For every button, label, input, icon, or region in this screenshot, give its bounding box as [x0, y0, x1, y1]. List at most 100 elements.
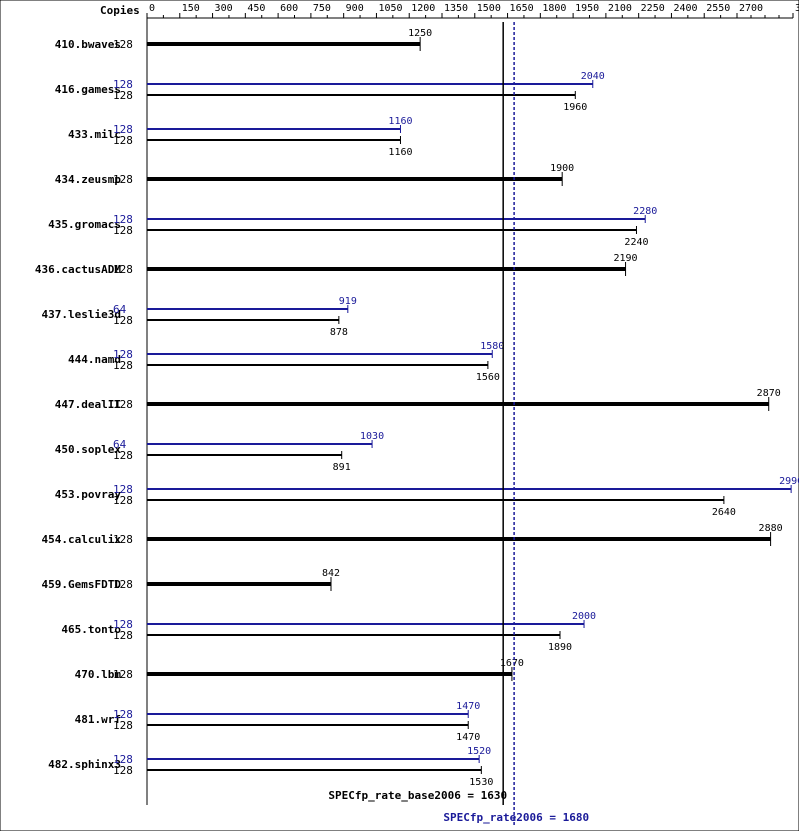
x-tick-label: 150: [182, 3, 200, 14]
x-tick-label: 900: [346, 3, 364, 14]
base-value-label: 2240: [624, 237, 648, 248]
x-tick-label: 1650: [510, 3, 534, 14]
base-value-label: 2870: [757, 388, 781, 399]
base-value-label: 1250: [408, 28, 432, 39]
peak-value-label: 1580: [480, 341, 504, 352]
benchmark-name: 436.cactusADM: [35, 263, 121, 276]
base-copies-label: 128: [113, 494, 133, 507]
x-tick-label: 0: [149, 3, 155, 14]
peak-value-label: 2280: [633, 206, 657, 217]
base-value-label: 1560: [476, 372, 500, 383]
base-copies-label: 128: [113, 533, 133, 546]
peak-value-label: 919: [339, 296, 357, 307]
benchmark-name: 434.zeusmp: [55, 173, 122, 186]
x-tick-label: 2550: [706, 3, 730, 14]
base-value-label: 1670: [500, 658, 524, 669]
peak-copies-label: 128: [113, 213, 133, 226]
peak-copies-label: 128: [113, 753, 133, 766]
peak-copies-label: 64: [113, 303, 127, 316]
base-copies-label: 128: [113, 89, 133, 102]
peak-value-label: 1520: [467, 746, 491, 757]
benchmark-name: 459.GemsFDTD: [42, 578, 122, 591]
benchmark-name: 450.soplex: [55, 443, 122, 456]
benchmark-name: 437.leslie3d: [42, 308, 121, 321]
base-value-label: 1960: [563, 102, 587, 113]
x-tick-label: 2250: [641, 3, 665, 14]
peak-copies-label: 128: [113, 348, 133, 361]
base-copies-label: 128: [113, 314, 133, 327]
peak-copies-label: 128: [113, 618, 133, 631]
bars: 410.bwaves1281250416.gamess1282040128196…: [35, 28, 799, 788]
peak-value-label: 1470: [456, 701, 480, 712]
base-copies-label: 128: [113, 263, 133, 276]
base-value-label: 878: [330, 327, 348, 338]
benchmark-name: 435.gromacs: [48, 218, 121, 231]
peak-copies-label: 128: [113, 708, 133, 721]
x-tick-label: 750: [313, 3, 331, 14]
benchmark-name: 444.namd: [68, 353, 121, 366]
base-copies-label: 128: [113, 134, 133, 147]
base-copies-label: 128: [113, 578, 133, 591]
benchmark-name: 465.tonto: [61, 623, 121, 636]
x-tick-label: 3000: [795, 3, 799, 14]
benchmark-name: 470.lbm: [75, 668, 122, 681]
peak-value-label: 1160: [388, 116, 412, 127]
peak-summary-label: SPECfp_rate2006 = 1680: [443, 811, 589, 824]
base-copies-label: 128: [113, 449, 133, 462]
base-copies-label: 128: [113, 398, 133, 411]
peak-value-label: 2040: [581, 71, 605, 82]
peak-value-label: 1030: [360, 431, 384, 442]
benchmark-name: 482.sphinx3: [48, 758, 121, 771]
base-value-label: 842: [322, 568, 340, 579]
benchmark-name: 410.bwaves: [55, 38, 121, 51]
x-tick-label: 1200: [411, 3, 435, 14]
benchmark-name: 447.dealII: [55, 398, 121, 411]
x-tick-label: 450: [247, 3, 265, 14]
base-copies-label: 128: [113, 224, 133, 237]
x-tick-label: 600: [280, 3, 298, 14]
base-value-label: 1900: [550, 163, 574, 174]
x-tick-label: 2100: [608, 3, 632, 14]
peak-value-label: 2000: [572, 611, 596, 622]
benchmark-name: 433.milc: [68, 128, 121, 141]
base-copies-label: 128: [113, 668, 133, 681]
x-tick-label: 300: [215, 3, 233, 14]
base-value-label: 891: [333, 462, 351, 473]
base-value-label: 2190: [614, 253, 638, 264]
peak-copies-label: 64: [113, 438, 127, 451]
base-copies-label: 128: [113, 359, 133, 372]
peak-value-label: 2990: [779, 476, 799, 487]
benchmark-name: 454.calculix: [42, 533, 122, 546]
base-value-label: 1470: [456, 732, 480, 743]
x-tick-label: 2400: [673, 3, 697, 14]
x-tick-label: 1050: [378, 3, 402, 14]
benchmark-name: 481.wrf: [75, 713, 121, 726]
base-copies-label: 128: [113, 764, 133, 777]
benchmark-name: 416.gamess: [55, 83, 121, 96]
x-tick-label: 1350: [444, 3, 468, 14]
peak-copies-label: 128: [113, 483, 133, 496]
base-value-label: 1530: [469, 777, 493, 788]
x-tick-label: 1800: [542, 3, 566, 14]
base-value-label: 2640: [712, 507, 736, 518]
peak-copies-label: 128: [113, 78, 133, 91]
x-tick-label: 1500: [477, 3, 501, 14]
x-tick-label: 2700: [739, 3, 763, 14]
